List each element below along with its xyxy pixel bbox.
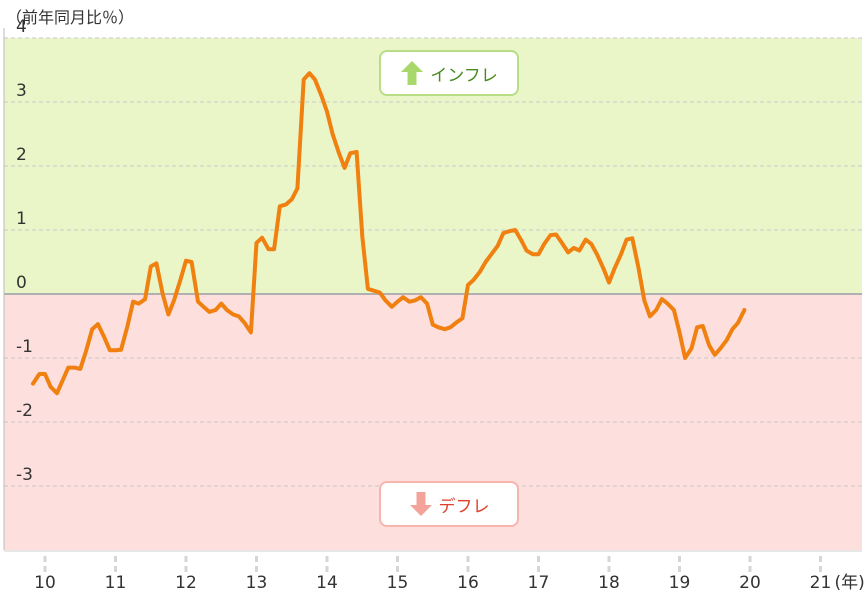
x-tick-label: 11 [105, 573, 127, 590]
x-tick-label: 14 [316, 573, 338, 590]
x-tick-label: 16 [457, 573, 479, 590]
y-tick-label: 0 [16, 273, 27, 293]
x-tick-label: 13 [246, 573, 268, 590]
y-tick-label: -1 [16, 337, 33, 357]
arrow-up-icon [401, 61, 424, 85]
x-tick-label: 17 [528, 573, 550, 590]
y-tick-label: -3 [16, 465, 33, 485]
x-tick-label: 21 [810, 573, 832, 590]
x-tick-label: 18 [598, 573, 620, 590]
x-tick-label: 10 [34, 573, 56, 590]
y-tick-label: 3 [16, 81, 27, 101]
deflation-zone-label: デフレ [379, 481, 519, 527]
arrow-down-icon [409, 492, 432, 516]
y-tick-label: 1 [16, 209, 27, 229]
deflation-label-text: デフレ [438, 496, 490, 517]
inflation-zone-label: インフレ [379, 50, 519, 96]
x-tick-label: 19 [669, 573, 691, 590]
y-tick-label: 2 [16, 145, 27, 165]
x-tick-label: 12 [175, 573, 197, 590]
y-axis-unit-label: （前年同月比％） [6, 8, 135, 27]
x-axis-unit-label: (年) [835, 573, 865, 590]
x-tick-label: 20 [739, 573, 761, 590]
x-tick-label: 15 [387, 573, 409, 590]
y-tick-label: 4 [16, 17, 27, 37]
y-tick-label: -2 [16, 401, 33, 421]
inflation-label-text: インフレ [430, 65, 498, 86]
series-line [31, 71, 747, 396]
